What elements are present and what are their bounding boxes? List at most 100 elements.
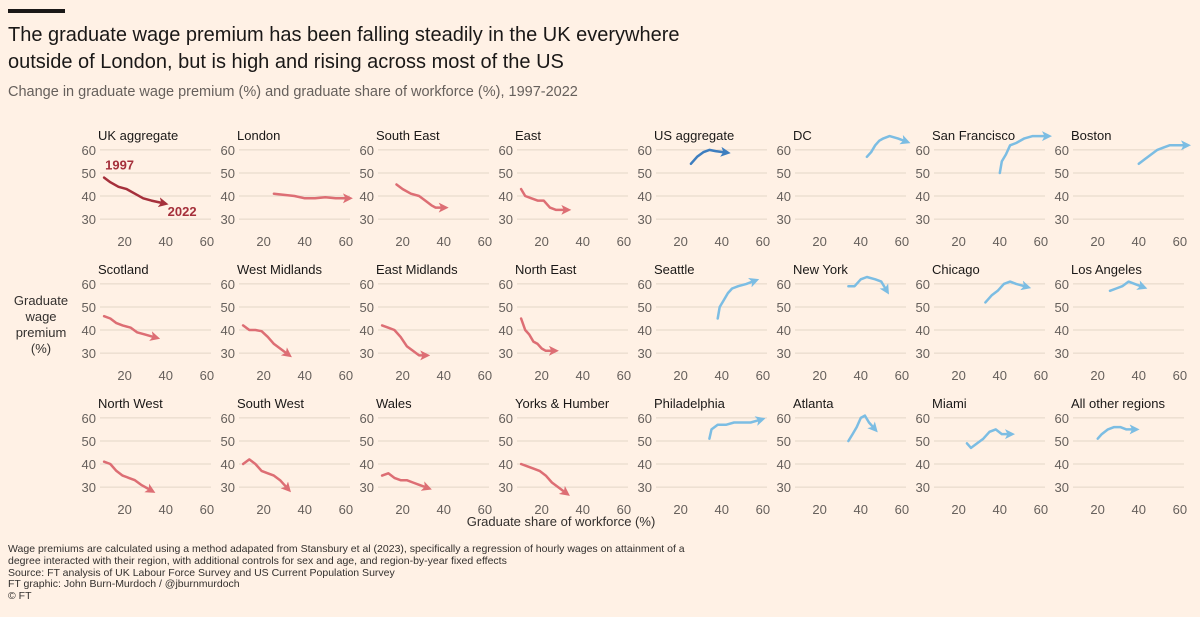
y-tick-label: 50 xyxy=(499,166,513,181)
y-tick-label: 40 xyxy=(1055,189,1069,204)
annotation: 2022 xyxy=(168,204,197,219)
y-tick-label: 30 xyxy=(82,346,96,361)
x-tick-label: 20 xyxy=(673,368,687,383)
y-tick-label: 40 xyxy=(777,323,791,338)
x-tick-label: 20 xyxy=(117,234,131,249)
y-tick-label: 60 xyxy=(360,277,374,292)
y-tick-label: 30 xyxy=(221,480,235,495)
x-tick-label: 20 xyxy=(1090,234,1104,249)
y-tick-label: 60 xyxy=(777,411,791,426)
data-line xyxy=(519,317,559,356)
x-tick-label: 20 xyxy=(256,502,270,517)
x-tick-label: 40 xyxy=(854,502,868,517)
x-tick-label: 60 xyxy=(756,368,770,383)
x-tick-label: 20 xyxy=(673,502,687,517)
x-tick-label: 20 xyxy=(534,234,548,249)
x-tick-label: 60 xyxy=(339,502,353,517)
y-tick-label: 30 xyxy=(916,212,930,227)
data-line xyxy=(847,414,878,443)
y-tick-label: 40 xyxy=(777,189,791,204)
data-line xyxy=(1108,280,1148,293)
x-tick-label: 40 xyxy=(1132,502,1146,517)
x-tick-label: 20 xyxy=(395,502,409,517)
data-line xyxy=(519,462,570,496)
data-line xyxy=(380,472,432,491)
x-tick-label: 20 xyxy=(117,368,131,383)
x-tick-label: 40 xyxy=(993,502,1007,517)
y-tick-label: 50 xyxy=(221,300,235,315)
data-line xyxy=(847,275,889,295)
y-tick-label: 40 xyxy=(221,457,235,472)
data-line xyxy=(965,428,1015,450)
panel-title: South West xyxy=(237,396,304,411)
x-tick-label: 40 xyxy=(576,502,590,517)
y-tick-label: 50 xyxy=(777,166,791,181)
x-tick-label: 60 xyxy=(895,234,909,249)
x-tick-label: 40 xyxy=(576,234,590,249)
y-tick-label: 40 xyxy=(1055,457,1069,472)
y-axis-label: Graduate wage premium (%) xyxy=(13,293,69,356)
y-tick-label: 50 xyxy=(82,434,96,449)
panel-title: Miami xyxy=(932,396,967,411)
x-tick-label: 40 xyxy=(298,234,312,249)
y-tick-label: 50 xyxy=(1055,300,1069,315)
x-tick-label: 40 xyxy=(298,502,312,517)
data-line xyxy=(241,324,292,358)
y-tick-label: 50 xyxy=(360,434,374,449)
panel-title: London xyxy=(237,128,280,143)
panel-title: All other regions xyxy=(1071,396,1165,411)
x-tick-label: 40 xyxy=(993,234,1007,249)
y-tick-label: 30 xyxy=(499,212,513,227)
x-tick-label: 60 xyxy=(200,502,214,517)
y-tick-label: 30 xyxy=(777,212,791,227)
y-tick-label: 60 xyxy=(360,411,374,426)
x-tick-label: 60 xyxy=(339,234,353,249)
x-tick-label: 60 xyxy=(1173,502,1187,517)
y-tick-label: 60 xyxy=(499,143,513,158)
y-tick-label: 50 xyxy=(82,166,96,181)
x-tick-label: 20 xyxy=(395,368,409,383)
x-tick-label: 40 xyxy=(437,502,451,517)
x-tick-label: 60 xyxy=(617,502,631,517)
x-tick-label: 20 xyxy=(951,368,965,383)
y-tick-label: 60 xyxy=(638,143,652,158)
x-tick-label: 20 xyxy=(1090,502,1104,517)
y-tick-label: 40 xyxy=(499,323,513,338)
data-line xyxy=(395,183,449,213)
x-axis-label: Graduate share of workforce (%) xyxy=(466,514,656,529)
x-tick-label: 20 xyxy=(256,368,270,383)
y-tick-label: 40 xyxy=(221,323,235,338)
panel-title: UK aggregate xyxy=(98,128,178,143)
data-line xyxy=(241,458,291,493)
data-line xyxy=(272,192,353,204)
x-tick-label: 40 xyxy=(298,368,312,383)
y-tick-label: 50 xyxy=(1055,434,1069,449)
y-tick-label: 50 xyxy=(221,434,235,449)
y-tick-label: 50 xyxy=(638,300,652,315)
x-tick-label: 40 xyxy=(159,368,173,383)
data-line xyxy=(102,314,161,341)
y-tick-label: 60 xyxy=(499,411,513,426)
source: Source: FT analysis of UK Labour Force S… xyxy=(8,566,395,579)
y-tick-label: 30 xyxy=(82,480,96,495)
panel-title: Chicago xyxy=(932,262,980,277)
x-tick-label: 20 xyxy=(951,234,965,249)
y-tick-label: 40 xyxy=(638,189,652,204)
y-tick-label: 60 xyxy=(1055,143,1069,158)
x-tick-label: 20 xyxy=(1090,368,1104,383)
y-tick-label: 30 xyxy=(360,346,374,361)
y-tick-label: 40 xyxy=(82,189,96,204)
panel-title: US aggregate xyxy=(654,128,734,143)
y-tick-label: 60 xyxy=(82,277,96,292)
y-tick-label: 30 xyxy=(1055,346,1069,361)
subtitle: Change in graduate wage premium (%) and … xyxy=(8,84,578,100)
y-tick-label: 60 xyxy=(82,411,96,426)
y-tick-label: 40 xyxy=(360,189,374,204)
data-line xyxy=(716,277,760,320)
data-line xyxy=(102,176,169,208)
x-tick-label: 60 xyxy=(1173,234,1187,249)
y-tick-label: 40 xyxy=(1055,323,1069,338)
annotation: 1997 xyxy=(105,158,134,173)
y-tick-label: 60 xyxy=(221,143,235,158)
